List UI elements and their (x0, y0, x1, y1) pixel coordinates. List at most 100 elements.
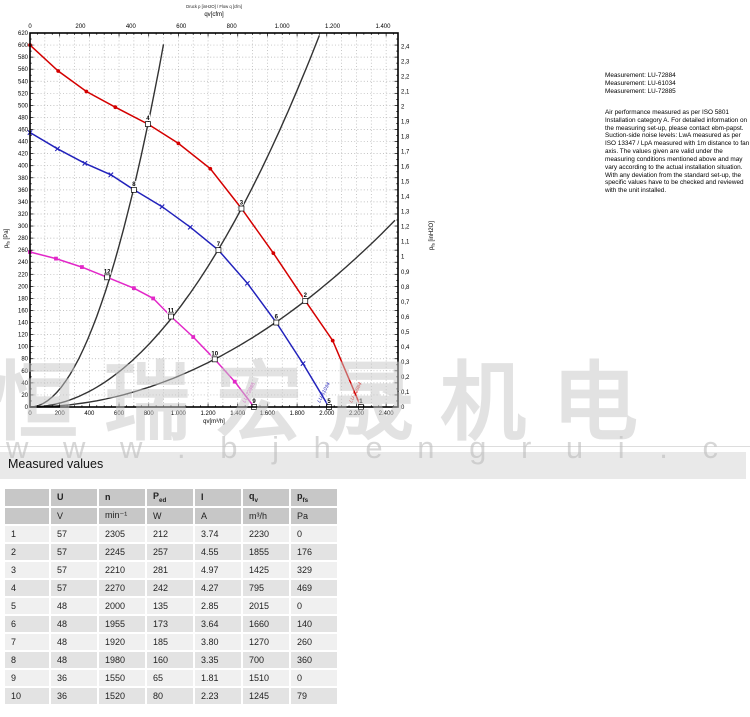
y2-tick-label: 1 (401, 255, 405, 261)
cell: Ped (147, 489, 193, 506)
operating-point-4: 4 (146, 116, 150, 122)
cell: 260 (291, 633, 337, 650)
cell: 2210 (99, 561, 145, 578)
cell: 0 (291, 669, 337, 686)
table-row: 3 57 2210 281 4.97 1425 329 (5, 561, 337, 578)
x-tick-label: 800 (144, 411, 155, 417)
measurement-line-2: Measurement: LU-61034 (605, 80, 676, 87)
cell: 1855 (243, 543, 289, 560)
top-tick-label: 400 (126, 24, 137, 30)
cell: Pa (291, 507, 337, 524)
y2-tick-label: 1,6 (401, 165, 410, 171)
cell: pfs (291, 489, 337, 506)
x-tick-label: 200 (55, 411, 66, 417)
y2-tick-label: 2,3 (401, 59, 410, 65)
operating-point-11: 11 (168, 309, 175, 315)
x-tick-label: 2.400 (379, 411, 395, 417)
chart-mini-title: Druck p [inH2O] / Flow q [cfm] (186, 4, 242, 9)
section-separator (0, 446, 750, 447)
cell: 36 (51, 687, 97, 704)
y-tick-label: 120 (18, 333, 29, 339)
y2-tick-label: 2 (401, 104, 405, 110)
y-tick-label: 540 (18, 79, 29, 85)
operating-point-6: 6 (275, 315, 279, 321)
y2-tick-label: 0 (401, 405, 405, 411)
table-row: 1 57 2305 212 3.74 2230 0 (5, 525, 337, 542)
cell: 9 (5, 669, 49, 686)
cell: 173 (147, 615, 193, 632)
top-tick-label: 0 (28, 24, 32, 30)
measurement-line-3: Measurement: LU-72885 (605, 88, 676, 95)
y-tick-label: 440 (18, 140, 29, 146)
y2-tick-label: 2,1 (401, 89, 410, 95)
y-tick-label: 300 (18, 224, 29, 230)
cell: 160 (147, 651, 193, 668)
cell: 257 (147, 543, 193, 560)
top-tick-label: 200 (75, 24, 86, 30)
y-tick-label: 580 (18, 55, 29, 61)
x-tick-label: 600 (114, 411, 125, 417)
cell: 176 (291, 543, 337, 560)
cell: 0 (291, 597, 337, 614)
cell: 79 (291, 687, 337, 704)
operating-point-12: 12 (104, 269, 111, 275)
y-tick-label: 380 (18, 176, 29, 182)
cell (5, 489, 49, 506)
y2-tick-label: 0,6 (401, 315, 410, 321)
cell: 4 (5, 579, 49, 596)
y-tick-label: 360 (18, 188, 29, 194)
cell: 80 (147, 687, 193, 704)
cell: 8 (5, 651, 49, 668)
cell: 4.55 (195, 543, 241, 560)
cell: m³/h (243, 507, 289, 524)
cell: 360 (291, 651, 337, 668)
cell: qv (243, 489, 289, 506)
y-tick-label: 480 (18, 115, 29, 121)
x-tick-label: 1.000 (171, 411, 187, 417)
y2-tick-label: 1,8 (401, 135, 410, 141)
cell: 2270 (99, 579, 145, 596)
x-tick-label: 0 (28, 411, 32, 417)
cell: 242 (147, 579, 193, 596)
y-tick-label: 620 (18, 31, 29, 37)
cell: 65 (147, 669, 193, 686)
y-tick-label: 220 (18, 272, 29, 278)
y-tick-label: 200 (18, 284, 29, 290)
cell: 1425 (243, 561, 289, 578)
cell: V (51, 507, 97, 524)
cell: 1660 (243, 615, 289, 632)
measurement-notes: Measurement: LU-72884 Measurement: LU-61… (605, 72, 750, 195)
cell: 140 (291, 615, 337, 632)
table-row: 10 36 1520 80 2.23 1245 79 (5, 687, 337, 704)
y-tick-label: 80 (21, 357, 28, 363)
cell: 1245 (243, 687, 289, 704)
measurement-line-1: Measurement: LU-72884 (605, 72, 676, 79)
cell: 185 (147, 633, 193, 650)
table-row: 9 36 1550 65 1.81 1510 0 (5, 669, 337, 686)
cell: 0 (291, 525, 337, 542)
cell (5, 507, 49, 524)
y-tick-label: 340 (18, 200, 29, 206)
y2-tick-label: 2,4 (401, 44, 410, 50)
cell: 10 (5, 687, 49, 704)
y-tick-label: 600 (18, 43, 29, 49)
y2-tick-label: 1,5 (401, 180, 410, 186)
y-tick-label: 40 (21, 381, 28, 387)
cell: 3.74 (195, 525, 241, 542)
performance-chart: LU-72884 LU-61034 LU-72885 1 2 3 4 5 6 7 8 9 10 11 12 0… (0, 0, 445, 446)
cell: 3.64 (195, 615, 241, 632)
table-row: 7 48 1920 185 3.80 1270 260 (5, 633, 337, 650)
cell: 2000 (99, 597, 145, 614)
cell: 2015 (243, 597, 289, 614)
top-tick-label: 1.200 (325, 24, 341, 30)
cell: 2305 (99, 525, 145, 542)
table-row: 2 57 2245 257 4.55 1855 176 (5, 543, 337, 560)
y2-tick-label: 1,2 (401, 225, 410, 231)
cell: min⁻¹ (99, 507, 145, 524)
operating-point-10: 10 (211, 351, 218, 357)
cell: W (147, 507, 193, 524)
y-tick-label: 60 (21, 369, 28, 375)
